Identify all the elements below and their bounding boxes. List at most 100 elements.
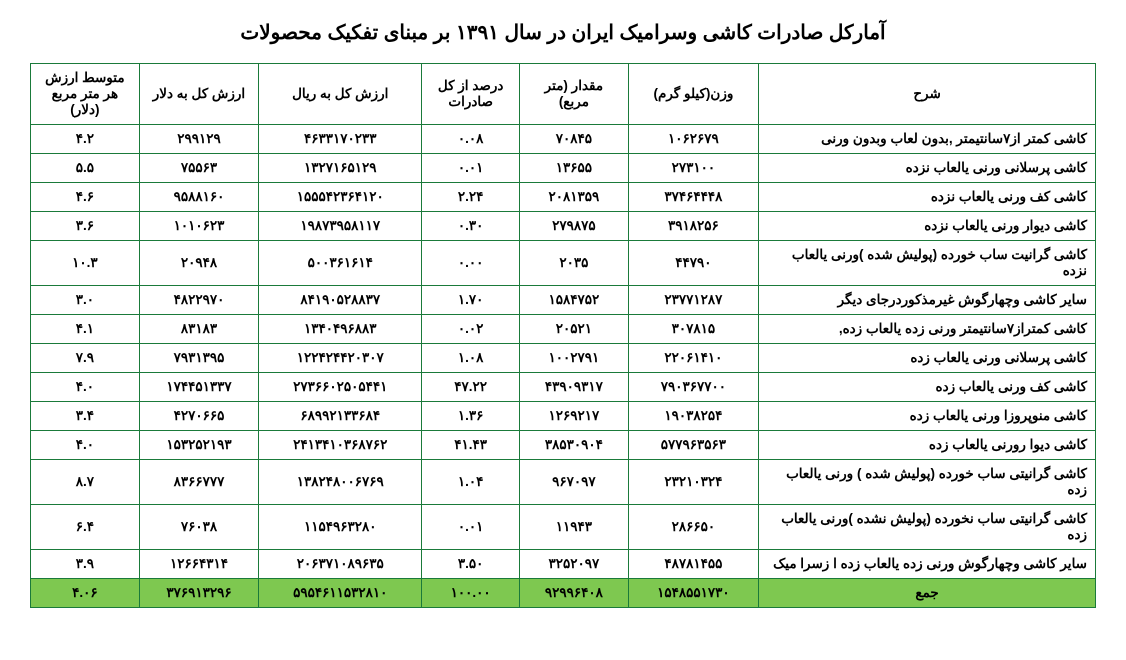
cell-dollar: ۱۵۳۲۵۲۱۹۳ [139,431,259,460]
table-row: کاشی گرانیتی ساب خورده (پولیش شده ) ورنی… [31,460,1096,505]
cell-dollar: ۲۹۹۱۲۹ [139,125,259,154]
cell-weight: ۲۳۷۷۱۲۸۷ [628,286,758,315]
table-row: کاشی دیوا رورنی یالعاب زده۵۷۷۹۶۳۵۶۳۳۸۵۳۰… [31,431,1096,460]
cell-pct: ۰.۰۱ [422,154,520,183]
cell-qty: ۱۱۹۴۳ [520,505,629,550]
table-row: کاشی کف ورنی یالعاب نزده۳۷۴۶۴۴۴۸۲۰۸۱۳۵۹۲… [31,183,1096,212]
total-cell-pct: ۱۰۰.۰۰ [422,579,520,608]
cell-avg: ۴.۰ [31,431,140,460]
cell-desc: سایر کاشی وچهارگوش ورنی زده یالعاب زده ا… [759,550,1096,579]
cell-dollar: ۱۷۴۴۵۱۳۳۷ [139,373,259,402]
cell-dollar: ۷۵۵۶۳ [139,154,259,183]
cell-dollar: ۱۲۶۶۴۳۱۴ [139,550,259,579]
cell-desc: کاشی گرانیتی ساب نخورده (پولیش نشده )ورن… [759,505,1096,550]
cell-qty: ۳۲۵۲۰۹۷ [520,550,629,579]
total-cell-qty: ۹۲۹۹۶۴۰۸ [520,579,629,608]
table-row: کاشی پرسلانی ورنی یالعاب زده۲۲۰۶۱۴۱۰۱۰۰۲… [31,344,1096,373]
cell-avg: ۴.۰ [31,373,140,402]
cell-desc: کاشی کمتراز۷سانتیمتر ورنی زده یالعاب زده… [759,315,1096,344]
total-cell-rial: ۵۹۵۴۶۱۱۵۳۲۸۱۰ [259,579,422,608]
total-cell-desc: جمع [759,579,1096,608]
cell-qty: ۱۳۶۵۵ [520,154,629,183]
export-stats-table: شرح وزن(کیلو گرم) مقدار (متر مربع) درصد … [30,63,1096,608]
cell-weight: ۲۷۳۱۰۰ [628,154,758,183]
cell-dollar: ۲۰۹۴۸ [139,241,259,286]
total-row: جمع۱۵۴۸۵۵۱۷۳۰۹۲۹۹۶۴۰۸۱۰۰.۰۰۵۹۵۴۶۱۱۵۳۲۸۱۰… [31,579,1096,608]
cell-pct: ۰.۰۱ [422,505,520,550]
cell-rial: ۲۴۱۳۴۱۰۳۶۸۷۶۲ [259,431,422,460]
cell-weight: ۱۹۰۳۸۲۵۴ [628,402,758,431]
header-weight: وزن(کیلو گرم) [628,64,758,125]
cell-dollar: ۴۲۷۰۶۶۵ [139,402,259,431]
cell-avg: ۶.۴ [31,505,140,550]
cell-dollar: ۷۶۰۳۸ [139,505,259,550]
cell-qty: ۱۲۶۹۲۱۷ [520,402,629,431]
table-row: کاشی گرانیتی ساب نخورده (پولیش نشده )ورن… [31,505,1096,550]
cell-weight: ۲۲۰۶۱۴۱۰ [628,344,758,373]
table-row: کاشی منوپروزا ورنی یالعاب زده۱۹۰۳۸۲۵۴۱۲۶… [31,402,1096,431]
cell-pct: ۰.۰۲ [422,315,520,344]
total-cell-dollar: ۳۷۶۹۱۳۲۹۶ [139,579,259,608]
table-body: کاشی کمتر از۷سانتیمتر ,بدون لعاب وبدون و… [31,125,1096,608]
cell-desc: کاشی دیوا رورنی یالعاب زده [759,431,1096,460]
table-header: شرح وزن(کیلو گرم) مقدار (متر مربع) درصد … [31,64,1096,125]
cell-pct: ۰.۳۰ [422,212,520,241]
cell-qty: ۴۳۹۰۹۳۱۷ [520,373,629,402]
cell-qty: ۳۸۵۳۰۹۰۴ [520,431,629,460]
cell-qty: ۲۰۵۲۱ [520,315,629,344]
table-row: کاشی کف ورنی یالعاب زده۷۹۰۳۶۷۷۰۰۴۳۹۰۹۳۱۷… [31,373,1096,402]
cell-pct: ۱.۳۶ [422,402,520,431]
cell-rial: ۱۳۴۰۴۹۶۸۸۳ [259,315,422,344]
cell-rial: ۱۵۵۵۴۲۳۶۴۱۲۰ [259,183,422,212]
cell-dollar: ۱۰۱۰۶۲۳ [139,212,259,241]
cell-desc: کاشی پرسلانی ورنی یالعاب زده [759,344,1096,373]
cell-pct: ۰.۰۸ [422,125,520,154]
table-row: سایر کاشی وچهارگوش ورنی زده یالعاب زده ا… [31,550,1096,579]
cell-avg: ۳.۶ [31,212,140,241]
cell-qty: ۲۷۹۸۷۵ [520,212,629,241]
header-qty: مقدار (متر مربع) [520,64,629,125]
cell-avg: ۳.۰ [31,286,140,315]
cell-pct: ۱.۰۸ [422,344,520,373]
cell-desc: سایر کاشی وچهارگوش غیرمذکوردرجای دیگر [759,286,1096,315]
cell-desc: کاشی کف ورنی یالعاب زده [759,373,1096,402]
cell-desc: کاشی پرسلانی ورنی یالعاب نزده [759,154,1096,183]
cell-avg: ۴.۲ [31,125,140,154]
cell-weight: ۷۹۰۳۶۷۷۰۰ [628,373,758,402]
cell-pct: ۳.۵۰ [422,550,520,579]
cell-rial: ۶۸۹۹۲۱۳۳۶۸۴ [259,402,422,431]
cell-qty: ۱۰۰۲۷۹۱ [520,344,629,373]
cell-rial: ۱۱۵۴۹۶۳۲۸۰ [259,505,422,550]
cell-dollar: ۸۳۶۶۷۷۷ [139,460,259,505]
cell-weight: ۳۰۷۸۱۵ [628,315,758,344]
total-cell-avg: ۴.۰۶ [31,579,140,608]
table-row: کاشی کمتر از۷سانتیمتر ,بدون لعاب وبدون و… [31,125,1096,154]
cell-avg: ۷.۹ [31,344,140,373]
cell-avg: ۴.۱ [31,315,140,344]
cell-pct: ۱.۷۰ [422,286,520,315]
cell-pct: ۴۱.۴۳ [422,431,520,460]
cell-dollar: ۹۵۸۸۱۶۰ [139,183,259,212]
header-avg: متوسط ارزش هر متر مربع (دلار) [31,64,140,125]
cell-rial: ۱۳۲۷۱۶۵۱۲۹ [259,154,422,183]
cell-desc: کاشی دیوار ورنی یالعاب نزده [759,212,1096,241]
cell-desc: کاشی منوپروزا ورنی یالعاب زده [759,402,1096,431]
cell-qty: ۲۰۳۵ [520,241,629,286]
cell-qty: ۱۵۸۴۷۵۲ [520,286,629,315]
cell-pct: ۲.۲۴ [422,183,520,212]
cell-qty: ۲۰۸۱۳۵۹ [520,183,629,212]
cell-dollar: ۸۳۱۸۳ [139,315,259,344]
cell-rial: ۲۷۳۶۶۰۲۵۰۵۴۴۱ [259,373,422,402]
table-row: کاشی کمتراز۷سانتیمتر ورنی زده یالعاب زده… [31,315,1096,344]
table-row: سایر کاشی وچهارگوش غیرمذکوردرجای دیگر۲۳۷… [31,286,1096,315]
total-cell-weight: ۱۵۴۸۵۵۱۷۳۰ [628,579,758,608]
cell-weight: ۲۳۲۱۰۳۲۴ [628,460,758,505]
cell-weight: ۳۹۱۸۲۵۶ [628,212,758,241]
cell-rial: ۱۹۸۷۳۹۵۸۱۱۷ [259,212,422,241]
header-rial: ارزش کل به ریال [259,64,422,125]
cell-desc: کاشی کف ورنی یالعاب نزده [759,183,1096,212]
cell-pct: ۴۷.۲۲ [422,373,520,402]
cell-rial: ۴۶۳۳۱۷۰۲۳۳ [259,125,422,154]
cell-desc: کاشی گرانیتی ساب خورده (پولیش شده ) ورنی… [759,460,1096,505]
cell-avg: ۱۰.۳ [31,241,140,286]
